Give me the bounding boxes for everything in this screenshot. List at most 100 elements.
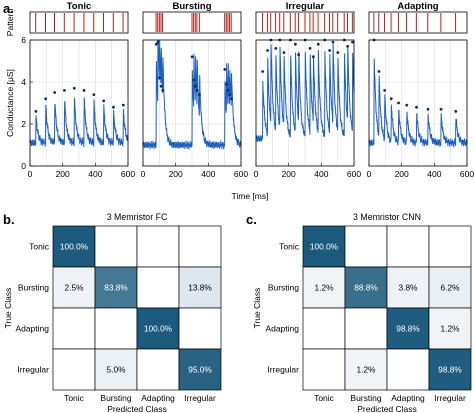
x-tick-label: 600 (460, 169, 474, 179)
peak-point-adapting-1 (377, 70, 381, 73)
row-label-irregular: Irregular (17, 365, 49, 375)
matrix-x-axis-label: Predicted Class (107, 404, 167, 413)
matrix-cell-label-2-3: 1.2% (441, 324, 461, 334)
row-label-irregular: Irregular (267, 365, 299, 375)
peak-point-tonic-4 (72, 86, 76, 90)
x-tick-label: 200 (395, 169, 409, 179)
peak-point-bursting-7 (194, 84, 197, 88)
axes-frame-bursting (142, 39, 242, 167)
col-label-bursting: Bursting (350, 393, 381, 403)
peak-point-adapting-2 (383, 89, 387, 92)
conductance-trace-bursting (142, 39, 242, 150)
axes-frame-adapting (368, 39, 468, 167)
trace-title-adapting: Adapting (397, 1, 438, 12)
peak-point-irregular-18 (346, 44, 350, 48)
peak-point-tonic-3 (63, 89, 66, 92)
peak-point-bursting-12 (226, 89, 230, 92)
matrix-cell-0-0 (52, 225, 96, 268)
peak-point-irregular-12 (316, 42, 320, 46)
x-tick-label: 600 (234, 169, 248, 179)
peak-point-irregular-8 (297, 53, 301, 57)
matrix-cell-2-1 (344, 307, 388, 350)
peak-point-irregular-16 (336, 51, 340, 54)
peak-point-bursting-2 (158, 76, 161, 80)
peak-point-bursting-4 (161, 89, 165, 92)
peak-point-irregular-15 (331, 40, 335, 44)
matrix-cell-label-1-3: 6.2% (441, 283, 461, 293)
peak-point-adapting-7 (426, 107, 430, 111)
matrix-cell-label-0-0: 100.0% (310, 242, 339, 252)
panel-letter-b: b. (3, 212, 15, 227)
panel-letter-c: c. (246, 212, 257, 227)
matrix-cell-label-0-0: 100.0% (60, 242, 89, 252)
matrix-cell-0-3 (428, 225, 472, 268)
row-label-adapting: Adapting (15, 324, 49, 334)
matrix-cell-3-3 (178, 348, 222, 391)
peak-point-adapting-9 (454, 110, 458, 113)
matrix-cell-2-1 (94, 307, 138, 350)
peak-point-irregular-19 (351, 40, 354, 44)
pattern-axis-label: Pattern (5, 9, 15, 37)
matrix-y-axis-label: True Class (3, 288, 13, 329)
peak-point-irregular-3 (274, 47, 278, 50)
matrix-cell-0-1 (344, 225, 388, 268)
col-label-adapting: Adapting (391, 393, 425, 403)
peak-point-tonic-1 (44, 97, 48, 101)
peak-point-tonic-6 (92, 93, 96, 96)
conductance-trace-tonic (29, 97, 129, 148)
matrix-cell-1-2 (136, 266, 180, 309)
peak-point-irregular-1 (266, 49, 269, 52)
row-label-tonic: Tonic (29, 242, 50, 252)
axes-frame-irregular (255, 39, 355, 167)
peak-point-adapting-4 (397, 101, 400, 105)
col-label-irregular: Irregular (434, 393, 466, 403)
matrix-y-axis-label: True Class (252, 288, 262, 329)
matrix-cell-3-1 (94, 348, 138, 391)
peak-point-irregular-7 (293, 42, 297, 46)
col-label-adapting: Adapting (141, 393, 175, 403)
y-tick-label: 0 (21, 161, 26, 171)
peak-point-tonic-5 (82, 89, 86, 92)
peak-point-bursting-0 (154, 42, 158, 46)
x-tick-label: 200 (282, 169, 296, 179)
peak-point-bursting-14 (229, 97, 233, 101)
row-label-bursting: Bursting (268, 283, 299, 293)
panel-b-confusion-matrix: 3 Memristor FC 100.0% 2.5% 83.8% 13.8% 100.0%… (3, 212, 222, 413)
matrix-x-axis-label: Predicted Class (357, 404, 417, 413)
x-axis-label: Time [ms] (232, 191, 269, 201)
x-tick-label: 200 (169, 169, 183, 179)
matrix-cell-3-0 (52, 348, 96, 391)
matrix-title: 3 Memristor FC (107, 212, 168, 222)
matrix-cell-2-0 (302, 307, 346, 350)
peak-point-irregular-11 (311, 55, 315, 59)
peak-point-bursting-1 (156, 40, 160, 44)
row-label-tonic: Tonic (279, 242, 300, 252)
x-tick-label: 600 (347, 169, 361, 179)
peak-point-adapting-3 (389, 97, 393, 101)
peak-point-irregular-0 (261, 70, 265, 73)
matrix-cell-label-3-3: 95.0% (188, 365, 212, 375)
panel-letter-a: a. (3, 1, 14, 16)
peak-point-irregular-5 (282, 51, 286, 54)
matrix-cell-label-1-1: 88.8% (354, 283, 378, 293)
matrix-cell-2-0 (52, 307, 96, 350)
peak-point-bursting-10 (223, 68, 227, 71)
peak-point-tonic-7 (102, 99, 106, 103)
matrix-cell-0-3 (178, 225, 222, 268)
peak-point-adapting-8 (439, 107, 443, 111)
x-tick-label: 400 (88, 169, 102, 179)
conductance-trace-irregular (255, 43, 355, 142)
peak-point-irregular-10 (308, 47, 312, 50)
matrix-cell-1-0 (302, 266, 346, 309)
x-tick-label: 400 (314, 169, 328, 179)
peak-point-adapting-5 (405, 103, 409, 107)
matrix-cell-1-3 (428, 266, 472, 309)
matrix-cell-3-2 (136, 348, 180, 391)
peak-point-tonic-9 (121, 103, 125, 107)
peak-point-bursting-9 (198, 93, 201, 96)
trace-title-tonic: Tonic (67, 1, 92, 12)
y-tick-label: 6 (21, 35, 26, 45)
matrix-cell-1-3 (178, 266, 222, 309)
peak-point-tonic-0 (34, 110, 38, 113)
